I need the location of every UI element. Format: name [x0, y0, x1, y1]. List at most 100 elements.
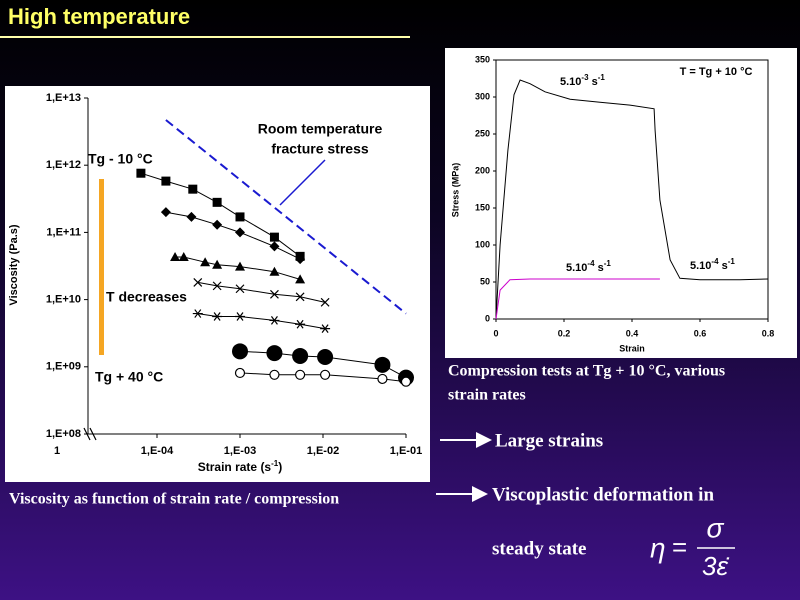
marker [170, 252, 181, 262]
marker [193, 278, 203, 287]
marker [320, 297, 330, 307]
x-tick-label: 1,E-03 [224, 445, 256, 457]
right-panel [445, 48, 797, 358]
rate-label-part: -4 [711, 257, 719, 266]
y-axis-label: Stress (MPa) [450, 163, 460, 218]
marker [212, 281, 222, 291]
marker [374, 356, 391, 373]
marker [200, 257, 211, 267]
rate-label-part: 5.10 [690, 260, 711, 272]
marker [136, 168, 146, 178]
y-axis-label: Viscosity (Pa.s) [8, 224, 20, 305]
marker [269, 266, 280, 276]
equation-lhs: η [650, 532, 666, 563]
rate-label: 5.10-4 s-1 [566, 259, 611, 274]
y-tick-label: 50 [480, 276, 490, 286]
x-axis-label: Strain [619, 343, 645, 353]
x-tick-label: 0.2 [558, 328, 571, 338]
series-line [495, 278, 660, 320]
y-tick-label: 1,E+08 [46, 428, 81, 440]
annotation-pointer [279, 159, 326, 206]
marker [235, 212, 245, 222]
y-tick-label: 1,E+11 [46, 226, 81, 238]
x-tick-label: 1,E-01 [390, 445, 422, 457]
marker [270, 289, 279, 299]
rate-label-part: s [589, 76, 598, 88]
marker [192, 309, 203, 318]
annotation: Tg - 10 °C [88, 151, 153, 167]
equation-relation: = [672, 532, 687, 562]
marker [269, 369, 280, 380]
annotation: T = Tg + 10 °C [680, 66, 753, 78]
x-axis-label-part: Strain rate (s [198, 460, 272, 474]
x-tick-label: 1,E-04 [141, 445, 174, 457]
annotation: Room temperature [258, 121, 383, 137]
left-caption: Viscosity as function of strain rate / c… [9, 491, 339, 508]
y-tick-label: 1,E+12 [46, 159, 81, 171]
annotation: fracture stress [271, 141, 368, 157]
x-axis-label-part: -1 [271, 459, 279, 468]
marker [234, 367, 246, 379]
marker [235, 284, 245, 294]
marker [400, 376, 412, 387]
annotation: T decreases [106, 289, 187, 305]
x-tick-label: 0.8 [762, 328, 775, 338]
marker [320, 369, 331, 380]
bullet: steady state [492, 538, 586, 559]
marker [235, 312, 245, 321]
y-tick-label: 150 [475, 202, 490, 212]
series-line [197, 281, 326, 303]
rate-label-part: s [595, 262, 604, 274]
y-tick-label: 0 [485, 313, 490, 323]
marker [269, 316, 280, 325]
x-tick-label: 0.4 [626, 328, 639, 338]
rate-label-part: 5.10 [566, 262, 587, 274]
marker [232, 343, 248, 360]
y-tick-label: 200 [475, 165, 490, 175]
series-line [165, 119, 407, 315]
marker [186, 211, 197, 222]
slide-title: High temperature [8, 4, 190, 29]
marker [295, 319, 306, 329]
bullet: Large strains [495, 430, 603, 451]
rate-label-part: s [719, 260, 728, 272]
y-tick-label: 250 [475, 128, 490, 138]
x-tick-label: 0.6 [694, 328, 707, 338]
equation: η = σ 3ε̇ [650, 512, 735, 581]
right-caption: Compression tests at Tg + 10 °C, various [448, 363, 725, 380]
x-axis-label: Strain rate (s-1) [198, 459, 282, 475]
marker [235, 227, 245, 238]
marker [266, 345, 283, 362]
marker [320, 324, 331, 333]
x-tick-label: 0 [493, 328, 498, 338]
marker [160, 207, 171, 218]
annotation: Tg + 40 °C [95, 369, 163, 385]
rate-label-part: -1 [604, 259, 612, 268]
rate-label-part: 5.10 [560, 76, 581, 88]
marker [377, 373, 388, 385]
right-caption: strain rates [448, 387, 526, 404]
marker [212, 259, 223, 269]
y-tick-label: 300 [475, 91, 490, 101]
equation-denominator: 3ε̇ [702, 551, 730, 581]
marker [235, 261, 245, 271]
marker [212, 312, 223, 321]
x-tick-label: 1,E-02 [307, 445, 339, 457]
marker [269, 241, 280, 252]
rate-label-part: -3 [581, 73, 589, 82]
marker [188, 184, 198, 194]
marker [295, 369, 306, 380]
x-axis-label-part: ) [278, 460, 282, 474]
y-tick-label: 1,E+13 [46, 92, 81, 104]
marker [212, 219, 223, 230]
marker [295, 292, 305, 302]
x-tick-label: 1 [54, 445, 60, 457]
marker [161, 176, 171, 186]
marker [178, 252, 189, 262]
equation-numerator: σ [707, 512, 725, 543]
temperature-bar [99, 179, 104, 355]
bullet: Viscoplastic deformation in [492, 484, 714, 505]
marker [212, 197, 222, 207]
marker [317, 348, 334, 365]
